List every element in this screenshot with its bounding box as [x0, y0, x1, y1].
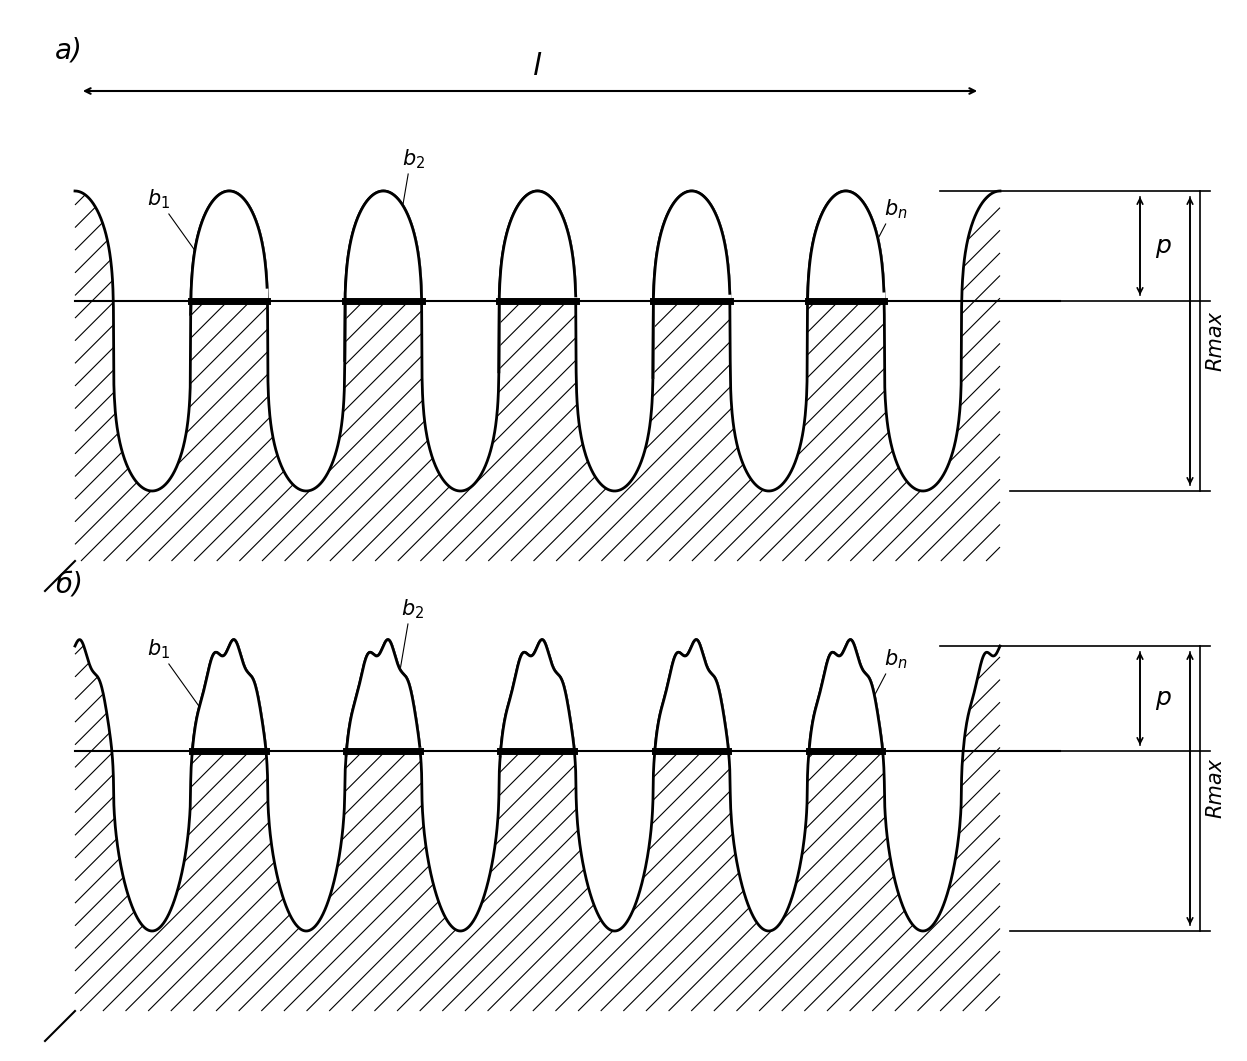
Text: Rmax: Rmax — [1205, 759, 1225, 818]
Text: p: p — [1155, 234, 1171, 258]
Polygon shape — [75, 191, 1000, 561]
Text: Rmax: Rmax — [1205, 311, 1225, 371]
Text: $b_n$: $b_n$ — [884, 197, 908, 221]
Polygon shape — [75, 640, 1000, 1011]
Text: $b_2$: $b_2$ — [402, 147, 425, 171]
Text: $b_n$: $b_n$ — [884, 647, 908, 671]
Text: $b_2$: $b_2$ — [402, 597, 424, 621]
Text: а): а) — [55, 36, 82, 64]
Text: $b_1$: $b_1$ — [147, 638, 171, 661]
Text: p: p — [1155, 686, 1171, 711]
Text: l: l — [534, 52, 541, 81]
Text: б): б) — [55, 571, 84, 599]
Text: $b_1$: $b_1$ — [147, 188, 171, 211]
